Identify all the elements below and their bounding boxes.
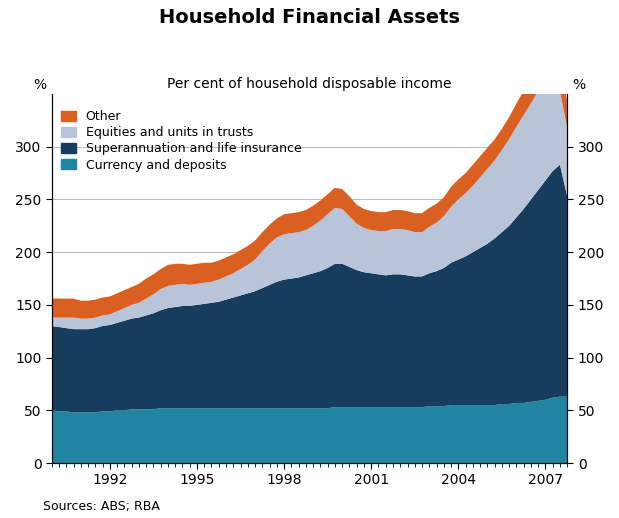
Title: Per cent of household disposable income: Per cent of household disposable income: [167, 78, 452, 92]
Text: %: %: [573, 78, 586, 92]
Text: Sources: ABS; RBA: Sources: ABS; RBA: [43, 500, 160, 513]
Text: %: %: [33, 78, 46, 92]
Text: Household Financial Assets: Household Financial Assets: [159, 8, 460, 27]
Legend: Other, Equities and units in trusts, Superannuation and life insurance, Currency: Other, Equities and units in trusts, Sup…: [58, 108, 304, 174]
